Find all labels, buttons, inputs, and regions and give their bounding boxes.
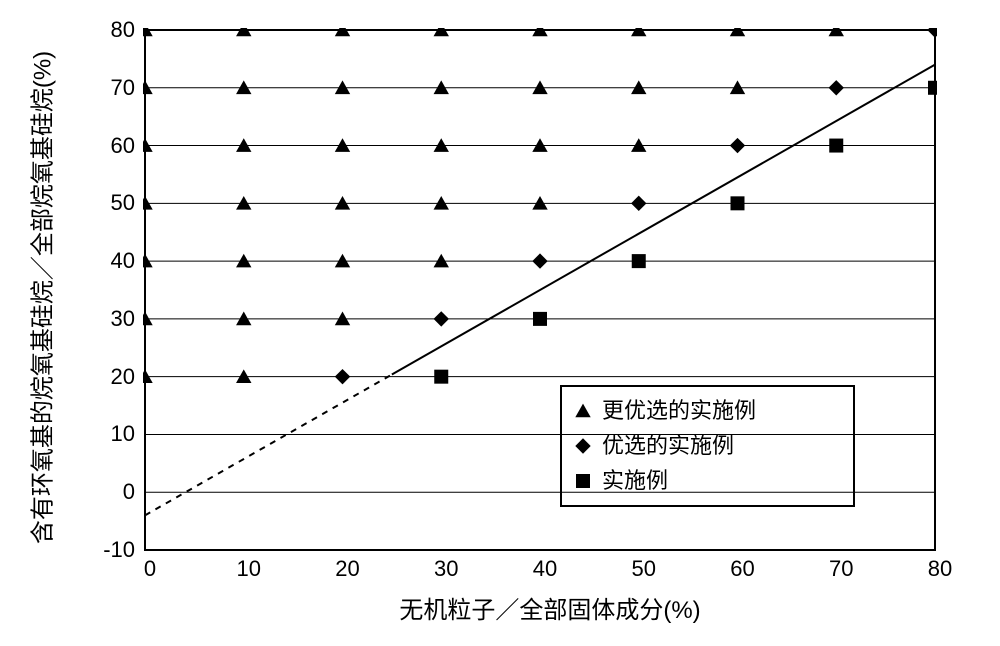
x-tick-label: 70 xyxy=(821,556,861,582)
x-tick-label: 20 xyxy=(328,556,368,582)
y-tick-label: 50 xyxy=(85,190,135,216)
legend: 更优选的实施例优选的实施例实施例 xyxy=(560,385,855,507)
y-axis-label: 含有环氧基的烷氧基硅烷／全部烷氧基硅烷(%) xyxy=(23,38,58,558)
x-axis-label: 无机粒子／全部固体成分(%) xyxy=(300,590,800,625)
x-tick-label: 50 xyxy=(624,556,664,582)
x-tick-label: 10 xyxy=(229,556,269,582)
x-tick-label: 30 xyxy=(426,556,466,582)
y-tick-label: 30 xyxy=(85,306,135,332)
x-tick-label: 0 xyxy=(130,556,170,582)
x-tick-label: 80 xyxy=(920,556,960,582)
legend-label: 实施例 xyxy=(602,463,668,498)
y-tick-label: 20 xyxy=(85,364,135,390)
legend-entry: 更优选的实施例 xyxy=(572,393,843,428)
legend-entry: 实施例 xyxy=(572,463,843,498)
y-tick-label: 60 xyxy=(85,133,135,159)
y-tick-label: 10 xyxy=(85,421,135,447)
y-tick-label: 40 xyxy=(85,248,135,274)
triangle-icon xyxy=(572,400,594,422)
legend-entry: 优选的实施例 xyxy=(572,428,843,463)
diamond-icon xyxy=(572,435,594,457)
x-tick-label: 40 xyxy=(525,556,565,582)
legend-label: 更优选的实施例 xyxy=(602,393,756,428)
chart-frame: 含有环氧基的烷氧基硅烷／全部烷氧基硅烷(%) 无机粒子／全部固体成分(%) 0 1… xyxy=(0,0,1000,646)
y-tick-label: 0 xyxy=(85,479,135,505)
square-icon xyxy=(572,470,594,492)
legend-label: 优选的实施例 xyxy=(602,428,734,463)
y-tick-label: 70 xyxy=(85,75,135,101)
x-tick-label: 60 xyxy=(723,556,763,582)
y-tick-label: -10 xyxy=(85,537,135,563)
y-tick-label: 80 xyxy=(85,17,135,43)
